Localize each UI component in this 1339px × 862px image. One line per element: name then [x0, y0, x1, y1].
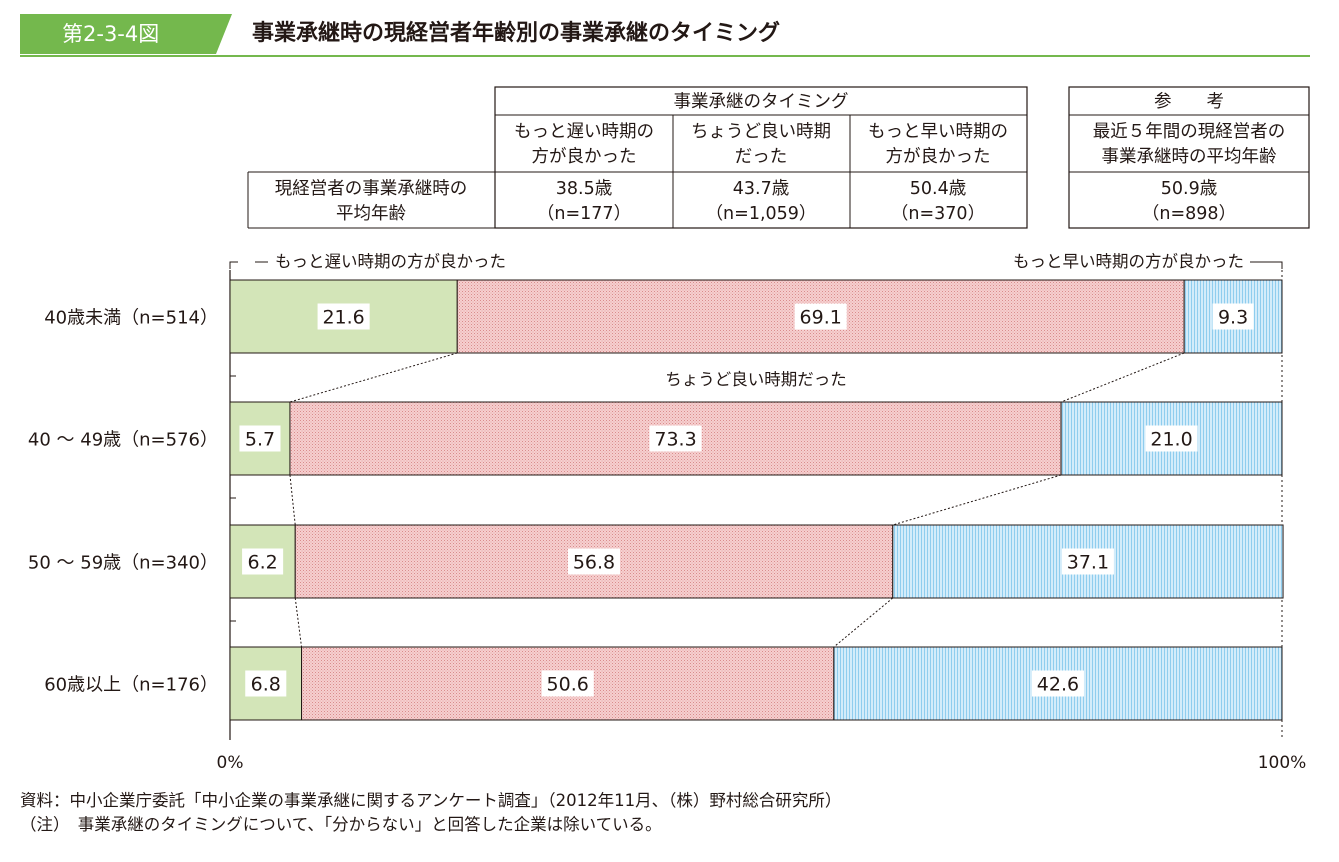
early-series-label: もっと早い時期の方が良かった [1013, 252, 1244, 271]
reference-table-border [1068, 86, 1310, 229]
category-label: 40 ～ 49歳（n=576） [28, 430, 218, 451]
data-label-bg [245, 670, 287, 697]
table-col-header: ちょうど良い時期 [691, 122, 831, 142]
mid-series-label: ちょうど良い時期だった [665, 370, 847, 389]
bracket-left [229, 261, 238, 269]
data-label: 73.3 [654, 429, 696, 451]
bar-segment [456, 279, 1185, 354]
data-label-bg [1212, 303, 1254, 330]
x-tick-label: 100% [1258, 753, 1307, 773]
data-label: 5.7 [245, 429, 275, 451]
table-row-label: 現経営者の事業承継時の [275, 179, 468, 199]
header-rule [20, 55, 1310, 57]
table-col-header: だった [735, 147, 788, 167]
connector-line [294, 597, 303, 648]
reference-sub: 事業承継時の平均年齢 [1102, 147, 1277, 167]
footnote: （注） 事業承継のタイミングについて、「分からない」と回答した企業は除いている。 [20, 815, 662, 834]
figure-title: 事業承継時の現経営者年齢別の事業承継のタイミング [252, 21, 781, 46]
data-label-bg [794, 303, 847, 330]
bars: 40歳未満（n=514） 21.6 69.1 9.3 40 ～ 49歳（n=576） 5.… [28, 270, 1306, 773]
reference-value: 50.9歳 [1161, 179, 1217, 199]
connector-line [1060, 352, 1185, 403]
table-cell: 43.7歳 [733, 179, 789, 199]
category-label: 50 ～ 59歳（n=340） [28, 553, 218, 574]
table-cell: （n=177） [537, 204, 631, 224]
data-label-bg [1061, 548, 1114, 575]
table-row-label: 平均年齢 [336, 204, 406, 224]
late-series-label: もっと遅い時期の方が良かった [275, 252, 506, 271]
data-label: 69.1 [800, 307, 842, 329]
connector-line [289, 474, 296, 526]
data-label: 6.8 [251, 674, 281, 696]
table-col-header: 方が良かった [886, 147, 991, 167]
table-cell: 50.4歳 [910, 179, 966, 199]
figure-header: 第2-3-4図 事業承継時の現経営者年齢別の事業承継のタイミング [20, 14, 1310, 57]
table-group-header: 事業承継のタイミング [674, 92, 849, 112]
data-label-bg [649, 425, 702, 452]
data-label-bg [242, 548, 284, 575]
table-col-header: 方が良かった [532, 147, 637, 167]
reference-sub: 最近５年間の現経営者の [1093, 122, 1286, 142]
bracket-right [1265, 261, 1283, 269]
x-tick-label: 0% [217, 753, 244, 773]
connector-line [833, 597, 894, 648]
data-label-bg [239, 425, 281, 452]
data-label-bg [317, 303, 370, 330]
data-label-bg [541, 670, 594, 697]
series-bracket-labels: もっと遅い時期の方が良かった もっと早い時期の方が良かった ちょうど良い時期だっ… [229, 252, 1283, 389]
data-label: 56.8 [573, 552, 615, 574]
table-outer-border [494, 86, 1028, 229]
data-label-bg [1031, 670, 1084, 697]
category-label: 40歳未満（n=514） [44, 308, 218, 329]
summary-table: 事業承継のタイミング もっと遅い時期の 方が良かった ちょうど良い時期 だった … [247, 86, 1310, 229]
figure-number-badge: 第2-3-4図 [20, 14, 216, 54]
reference-header: 参 考 [1154, 92, 1224, 112]
table-col-header: もっと早い時期の [868, 122, 1008, 142]
data-label-bg [567, 548, 621, 575]
table-cell: （n=370） [891, 204, 985, 224]
table-cell: 38.5歳 [556, 179, 612, 199]
data-label: 50.6 [547, 674, 589, 696]
figure-number-badge-tail [216, 14, 232, 54]
source-note: 資料：中小企業庁委託「中小企業の事業承継に関するアンケート調査」（2012年11… [20, 791, 842, 810]
data-label: 37.1 [1067, 552, 1109, 574]
connector-line [289, 352, 458, 403]
data-label: 9.3 [1218, 307, 1248, 329]
data-label: 21.0 [1150, 429, 1192, 451]
reference-value: （n=898） [1142, 204, 1236, 224]
data-label-bg [1145, 425, 1198, 452]
table-cell: （n=1,059） [706, 204, 817, 224]
table-col-header: もっと遅い時期の [514, 122, 654, 142]
data-label: 21.6 [322, 307, 364, 329]
category-label: 60歳以上（n=176） [44, 675, 218, 696]
data-label: 6.2 [248, 552, 278, 574]
data-label: 42.6 [1037, 674, 1079, 696]
connector-line [892, 474, 1062, 526]
